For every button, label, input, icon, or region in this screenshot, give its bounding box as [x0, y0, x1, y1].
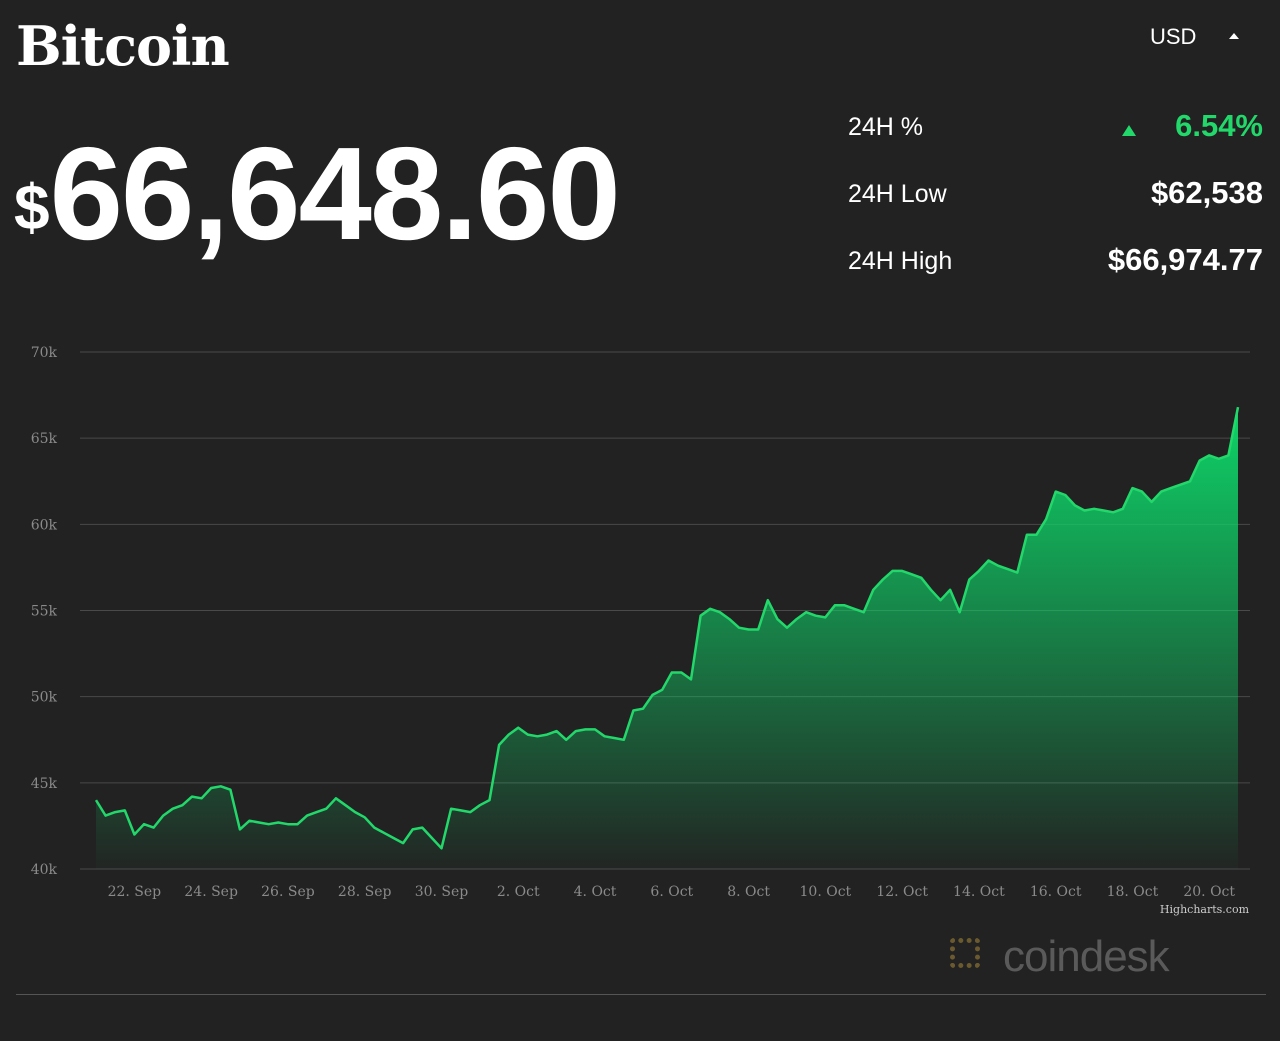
x-tick-label: 22. Sep	[108, 884, 162, 900]
price-line	[94, 406, 1240, 850]
divider	[16, 994, 1266, 995]
y-tick-label: 65k	[31, 431, 58, 447]
price-amount: 66,648.60	[49, 120, 621, 267]
x-tick-label: 18. Oct	[1107, 884, 1159, 900]
stat-label: 24H Low	[848, 180, 947, 208]
x-tick-label: 8. Oct	[727, 884, 770, 900]
x-tick-label: 16. Oct	[1030, 884, 1082, 900]
y-tick-label: 60k	[31, 517, 58, 533]
price-symbol: $	[14, 171, 50, 243]
x-tick-label: 4. Oct	[574, 884, 617, 900]
area-fill	[96, 407, 1238, 869]
y-tick-label: 50k	[31, 690, 58, 706]
x-tick-label: 26. Sep	[261, 884, 315, 900]
y-tick-label: 70k	[31, 345, 58, 361]
y-tick-label: 55k	[31, 604, 58, 620]
y-tick-label: 40k	[31, 862, 58, 878]
brand: coindesk	[1003, 932, 1170, 981]
x-tick-label: 12. Oct	[876, 884, 928, 900]
coin-title: Bitcoin	[16, 14, 230, 78]
stat-value: $62,538	[1150, 175, 1263, 210]
stat-value: $66,974.77	[1107, 242, 1263, 277]
stat-label: 24H High	[848, 247, 953, 275]
x-tick-label: 14. Oct	[953, 884, 1005, 900]
x-tick-label: 10. Oct	[800, 884, 852, 900]
currency-caret[interactable]	[1229, 33, 1239, 39]
x-tick-label: 6. Oct	[650, 884, 693, 900]
currency-select[interactable]: USD	[1150, 24, 1197, 49]
x-tick-label: 30. Sep	[415, 884, 469, 900]
x-tick-label: 2. Oct	[497, 884, 540, 900]
y-tick-label: 45k	[31, 776, 58, 792]
x-tick-label: 24. Sep	[184, 884, 238, 900]
up-arrow	[1122, 125, 1136, 136]
brand-icon	[950, 938, 980, 968]
x-tick-label: 20. Oct	[1183, 884, 1235, 900]
stat-value: 6.54%	[1175, 108, 1263, 143]
credits[interactable]: Highcharts.com	[1160, 903, 1250, 916]
chart: Highcharts.com 40k 45k 50k 55k 60k 65k 70k 22. …	[31, 345, 1250, 916]
price: $66,648.60	[14, 118, 621, 269]
x-tick-label: 28. Sep	[338, 884, 392, 900]
stat-label: 24H %	[848, 113, 924, 141]
